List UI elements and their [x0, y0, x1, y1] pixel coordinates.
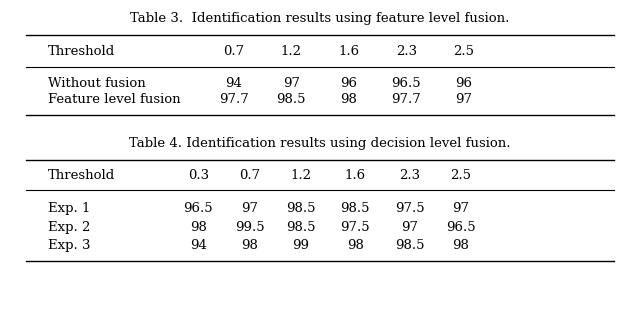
- Text: 0.3: 0.3: [188, 169, 209, 182]
- Text: 0.7: 0.7: [239, 169, 260, 182]
- Text: 98: 98: [190, 220, 207, 234]
- Text: 1.2: 1.2: [281, 45, 301, 58]
- Text: 96: 96: [340, 77, 357, 91]
- Text: 96.5: 96.5: [184, 202, 213, 215]
- Text: 1.2: 1.2: [291, 169, 311, 182]
- Text: 98: 98: [347, 239, 364, 252]
- Text: 94: 94: [225, 77, 242, 91]
- Text: 98.5: 98.5: [286, 220, 316, 234]
- Text: 0.7: 0.7: [223, 45, 244, 58]
- Text: 97.5: 97.5: [395, 202, 424, 215]
- Text: 98: 98: [452, 239, 469, 252]
- Text: Exp. 1: Exp. 1: [48, 202, 90, 215]
- Text: 96.5: 96.5: [392, 77, 421, 91]
- Text: 98.5: 98.5: [340, 202, 370, 215]
- Text: Table 4. Identification results using decision level fusion.: Table 4. Identification results using de…: [129, 137, 511, 150]
- Text: 2.5: 2.5: [451, 169, 471, 182]
- Text: 1.6: 1.6: [338, 45, 360, 58]
- Text: 98.5: 98.5: [276, 93, 306, 107]
- Text: 96.5: 96.5: [446, 220, 476, 234]
- Text: 2.3: 2.3: [399, 169, 420, 182]
- Text: 97.7: 97.7: [219, 93, 248, 107]
- Text: 98: 98: [340, 93, 357, 107]
- Text: 97: 97: [456, 93, 472, 107]
- Text: Without fusion: Without fusion: [48, 77, 146, 91]
- Text: 2.5: 2.5: [454, 45, 474, 58]
- Text: 96: 96: [456, 77, 472, 91]
- Text: 98: 98: [241, 239, 258, 252]
- Text: 97.7: 97.7: [392, 93, 421, 107]
- Text: Threshold: Threshold: [48, 169, 115, 182]
- Text: 94: 94: [190, 239, 207, 252]
- Text: 97: 97: [401, 220, 418, 234]
- Text: 97: 97: [283, 77, 300, 91]
- Text: 99: 99: [292, 239, 309, 252]
- Text: Threshold: Threshold: [48, 45, 115, 58]
- Text: 97: 97: [241, 202, 258, 215]
- Text: Table 3.  Identification results using feature level fusion.: Table 3. Identification results using fe…: [131, 12, 509, 25]
- Text: 97.5: 97.5: [340, 220, 370, 234]
- Text: 1.6: 1.6: [344, 169, 366, 182]
- Text: 2.3: 2.3: [396, 45, 417, 58]
- Text: Feature level fusion: Feature level fusion: [48, 93, 180, 107]
- Text: 97: 97: [452, 202, 469, 215]
- Text: 99.5: 99.5: [235, 220, 264, 234]
- Text: Exp. 3: Exp. 3: [48, 239, 90, 252]
- Text: Exp. 2: Exp. 2: [48, 220, 90, 234]
- Text: 98.5: 98.5: [286, 202, 316, 215]
- Text: 98.5: 98.5: [395, 239, 424, 252]
